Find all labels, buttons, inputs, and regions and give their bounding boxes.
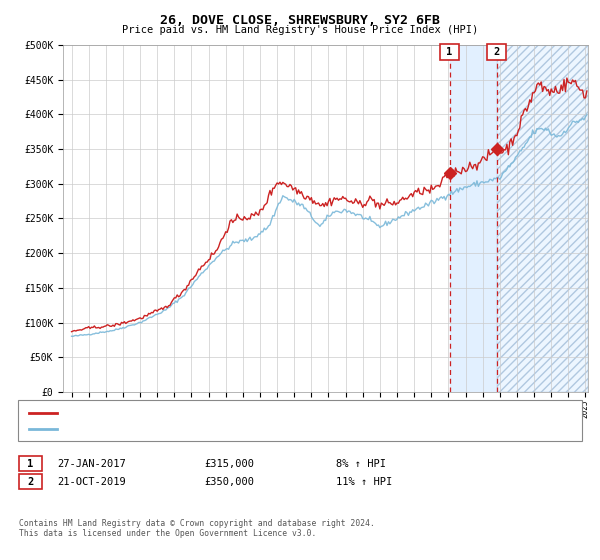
Bar: [497, 45, 588, 392]
Text: HPI: Average price, detached house, Shropshire: HPI: Average price, detached house, Shro…: [63, 424, 328, 433]
Text: 1: 1: [446, 47, 453, 57]
Text: £315,000: £315,000: [204, 459, 254, 469]
Text: 2: 2: [28, 477, 34, 487]
Text: 2: 2: [493, 47, 500, 57]
Text: 26, DOVE CLOSE, SHREWSBURY, SY2 6FB: 26, DOVE CLOSE, SHREWSBURY, SY2 6FB: [160, 14, 440, 27]
Text: 1: 1: [28, 459, 34, 469]
Text: Contains HM Land Registry data © Crown copyright and database right 2024.: Contains HM Land Registry data © Crown c…: [19, 519, 375, 528]
Text: Price paid vs. HM Land Registry's House Price Index (HPI): Price paid vs. HM Land Registry's House …: [122, 25, 478, 35]
Text: £350,000: £350,000: [204, 477, 254, 487]
Text: 26, DOVE CLOSE, SHREWSBURY, SY2 6FB (detached house): 26, DOVE CLOSE, SHREWSBURY, SY2 6FB (det…: [63, 408, 362, 417]
Bar: [497, 45, 588, 392]
Text: 8% ↑ HPI: 8% ↑ HPI: [336, 459, 386, 469]
Text: 21-OCT-2019: 21-OCT-2019: [57, 477, 126, 487]
Bar: [449, 45, 497, 392]
Text: 27-JAN-2017: 27-JAN-2017: [57, 459, 126, 469]
Text: This data is licensed under the Open Government Licence v3.0.: This data is licensed under the Open Gov…: [19, 529, 317, 538]
Text: 11% ↑ HPI: 11% ↑ HPI: [336, 477, 392, 487]
